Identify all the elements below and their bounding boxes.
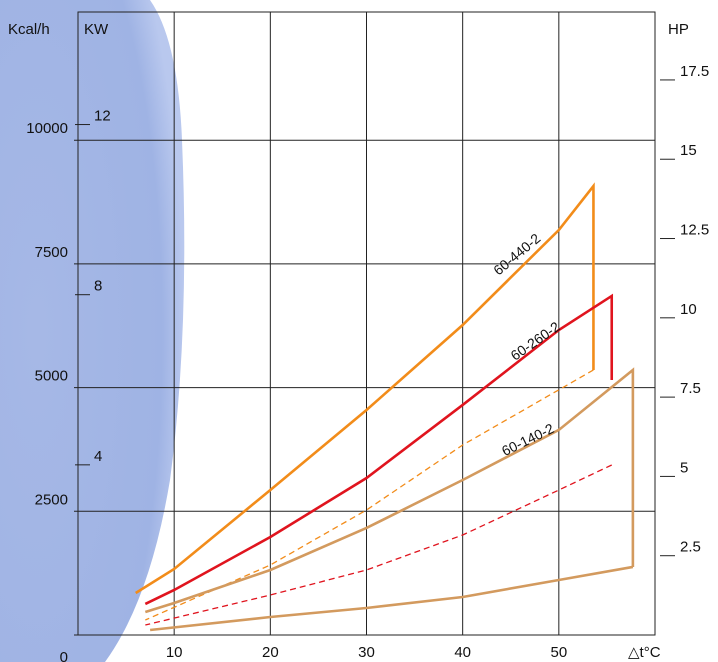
x-tick-label: 40 xyxy=(454,644,471,661)
y2-tick-label: 12 xyxy=(94,108,111,125)
y3-tick-label: 10 xyxy=(680,301,697,318)
series-label: 60-260-2 xyxy=(508,318,563,363)
y3-tick-label: 7.5 xyxy=(680,380,701,397)
series-line xyxy=(144,293,614,606)
y-tick-label: 7500 xyxy=(35,244,68,261)
y3-tick-label: 2.5 xyxy=(680,539,701,556)
series-line xyxy=(145,464,613,626)
series-label: 60-140-2 xyxy=(499,420,557,459)
x-tick-label: 20 xyxy=(262,644,279,661)
series-line xyxy=(135,182,595,595)
series-line xyxy=(144,367,635,614)
y-tick-label: 2500 xyxy=(35,491,68,508)
y-tick-label: 0 xyxy=(60,649,68,662)
x-axis-label: △t°C xyxy=(628,644,661,661)
x-tick-label: 30 xyxy=(358,644,375,661)
y-tick-label: 5000 xyxy=(35,368,68,385)
x-tick-label: 50 xyxy=(550,644,567,661)
y2-tick-label: 4 xyxy=(94,448,102,465)
y3-tick-label: 15 xyxy=(680,142,697,159)
background-shape xyxy=(0,0,185,662)
y3-axis-label: HP xyxy=(668,21,689,38)
y3-tick-label: 12.5 xyxy=(680,222,709,239)
x-tick-label: 10 xyxy=(166,644,183,661)
y-tick-label: 10000 xyxy=(26,120,68,137)
y2-axis-label: KW xyxy=(84,21,109,38)
y-axis-label: Kcal/h xyxy=(8,21,50,38)
series-line xyxy=(149,565,634,632)
y3-tick-label: 17.5 xyxy=(680,63,709,80)
y2-tick-label: 8 xyxy=(94,278,102,295)
y3-tick-label: 5 xyxy=(680,459,688,476)
